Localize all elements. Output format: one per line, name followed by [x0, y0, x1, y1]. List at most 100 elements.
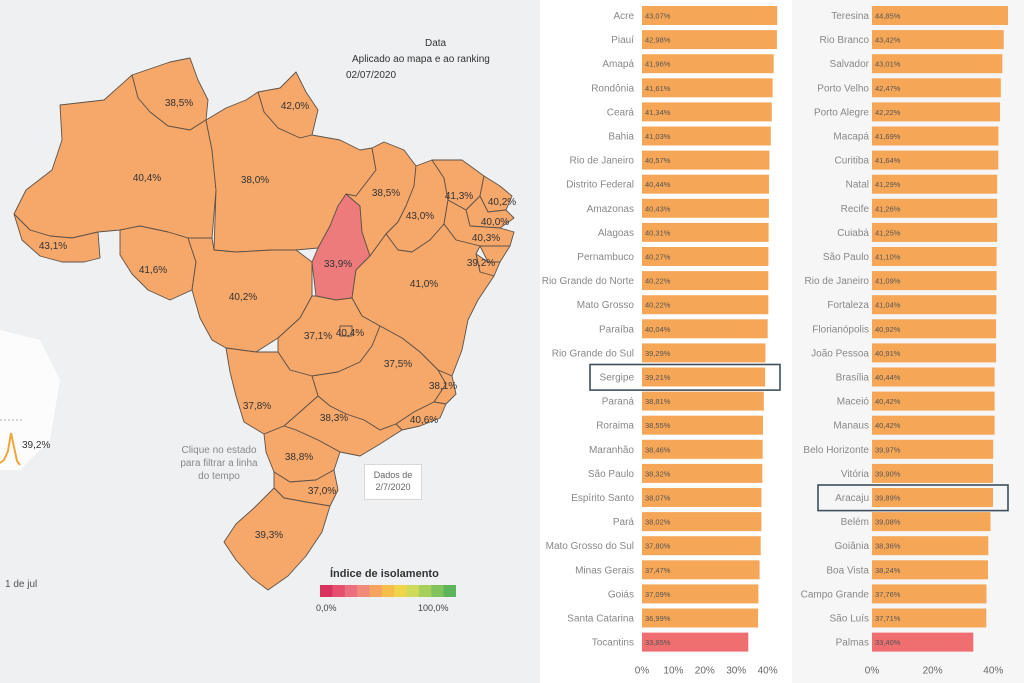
bar[interactable]: [642, 222, 769, 242]
bar[interactable]: [872, 6, 1008, 25]
legend-max-label: 100,0%: [418, 603, 449, 613]
bar[interactable]: [872, 488, 993, 507]
bar[interactable]: [642, 560, 760, 580]
bar[interactable]: [872, 78, 1001, 98]
bar[interactable]: [872, 198, 998, 218]
value-label: 33,85%: [645, 638, 671, 647]
bar[interactable]: [872, 632, 974, 652]
bar[interactable]: [872, 439, 994, 459]
bar[interactable]: [872, 247, 997, 266]
bar[interactable]: [872, 222, 998, 242]
bar[interactable]: [642, 150, 770, 170]
bar[interactable]: [642, 247, 769, 266]
value-label: 40,31%: [645, 228, 671, 237]
state-distrito-federal[interactable]: [339, 325, 353, 337]
bar[interactable]: [872, 536, 989, 556]
bar[interactable]: [872, 295, 997, 315]
legend-color-scale: [320, 585, 456, 597]
category-label: Belém: [841, 517, 869, 528]
bar[interactable]: [642, 415, 763, 435]
bar[interactable]: [642, 367, 766, 387]
bar[interactable]: [642, 391, 764, 411]
bar[interactable]: [642, 343, 766, 363]
value-label: 40,04%: [645, 325, 671, 334]
label-goias: 37,1%: [304, 331, 332, 342]
category-label: Ceará: [607, 107, 635, 118]
legend-swatch: [344, 585, 358, 597]
bar[interactable]: [872, 560, 988, 580]
category-label: São Paulo: [588, 469, 635, 480]
category-label: Teresina: [831, 11, 869, 22]
value-label: 41,26%: [875, 204, 901, 213]
label-amazonas: 40,4%: [133, 173, 161, 184]
bar[interactable]: [872, 150, 999, 170]
label-espirito-santo: 38,1%: [429, 381, 457, 392]
state-rio-grande-do-sul[interactable]: [223, 487, 331, 591]
value-label: 36,99%: [645, 614, 671, 623]
legend-swatch: [443, 585, 456, 597]
bar[interactable]: [642, 78, 773, 98]
bar[interactable]: [642, 174, 769, 194]
bar[interactable]: [872, 512, 991, 532]
bar[interactable]: [872, 391, 995, 411]
bar[interactable]: [872, 367, 995, 387]
bar[interactable]: [642, 6, 778, 25]
bar[interactable]: [642, 463, 763, 483]
bar[interactable]: [872, 102, 1000, 122]
category-label: Belo Horizonte: [803, 445, 869, 456]
timeline-sparkline[interactable]: [0, 405, 60, 485]
date-note-line1: Dados de: [373, 470, 413, 480]
value-label: 43,07%: [645, 12, 671, 21]
bar[interactable]: [642, 102, 772, 122]
bar[interactable]: [872, 54, 1003, 74]
category-label: Maceió: [837, 397, 870, 408]
category-label: Campo Grande: [801, 589, 870, 600]
value-label: 41,25%: [875, 228, 901, 237]
bar[interactable]: [872, 608, 987, 628]
value-label: 37,47%: [645, 566, 671, 575]
state-rio-de-janeiro[interactable]: [395, 401, 447, 431]
category-label: Rio Branco: [820, 35, 870, 46]
date-subtitle: Aplicado ao mapa e ao ranking: [352, 54, 490, 65]
bar[interactable]: [642, 198, 769, 218]
bar[interactable]: [642, 536, 761, 556]
date-value[interactable]: 02/07/2020: [346, 70, 397, 81]
bar[interactable]: [642, 608, 759, 628]
bar[interactable]: [642, 126, 771, 146]
legend-swatch: [357, 585, 370, 597]
bar[interactable]: [642, 488, 762, 507]
bar[interactable]: [642, 30, 777, 50]
bar[interactable]: [872, 271, 997, 291]
label-mato-grosso-do-sul: 37,8%: [243, 401, 271, 412]
brazil-map: 38,5% 42,0% 40,4% 38,0% 43,1% 41,6% 40,2…: [0, 57, 517, 591]
category-label: Paraná: [602, 397, 635, 408]
label-bahia: 41,0%: [410, 279, 438, 290]
bar[interactable]: [872, 463, 993, 483]
value-label: 39,21%: [645, 373, 671, 382]
label-ceara: 41,3%: [445, 191, 473, 202]
bar[interactable]: [642, 632, 749, 652]
bar[interactable]: [872, 584, 987, 604]
value-label: 40,42%: [875, 421, 901, 430]
bar[interactable]: [642, 295, 769, 315]
bar[interactable]: [642, 439, 763, 459]
bar[interactable]: [642, 54, 774, 74]
value-label: 40,91%: [875, 349, 901, 358]
bar[interactable]: [872, 319, 997, 339]
bar[interactable]: [872, 415, 995, 435]
bar[interactable]: [872, 30, 1004, 50]
bar[interactable]: [872, 126, 999, 146]
bar[interactable]: [642, 271, 769, 291]
bar[interactable]: [872, 174, 998, 194]
bar[interactable]: [872, 343, 997, 363]
state-acre[interactable]: [13, 213, 101, 263]
bar[interactable]: [642, 319, 768, 339]
category-label: Mato Grosso do Sul: [546, 541, 634, 552]
category-label: Amazonas: [587, 204, 634, 215]
bar[interactable]: [642, 512, 762, 532]
category-label: Rondônia: [591, 83, 634, 94]
value-label: 41,29%: [875, 180, 901, 189]
date-note: Dados de 2/7/2020: [364, 464, 422, 500]
category-label: Pernambuco: [577, 252, 634, 263]
bar[interactable]: [642, 584, 759, 604]
